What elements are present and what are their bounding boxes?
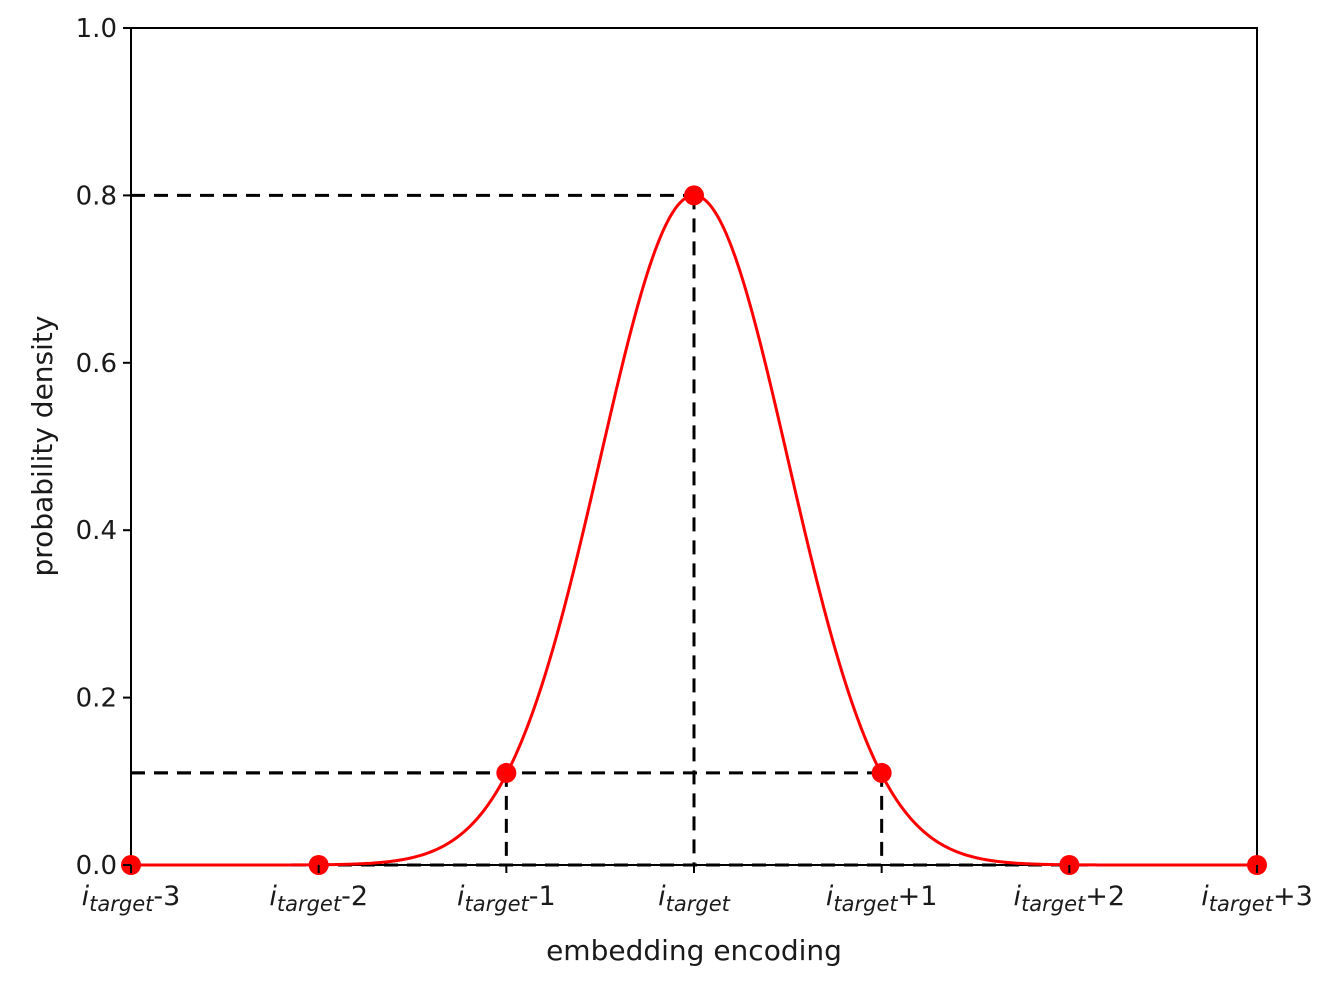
y-axis-ticks: 0.0 0.2 0.4 0.6 0.8 1.0 <box>76 14 131 881</box>
x-tick-label: itarget-1 <box>457 881 556 916</box>
y-tick-label: 0.6 <box>76 349 117 379</box>
y-axis-label: probability density <box>26 316 59 577</box>
x-tick-label: itarget+3 <box>1201 881 1313 916</box>
x-tick-label: itarget+2 <box>1014 881 1126 916</box>
data-point <box>871 762 892 783</box>
y-tick-label: 0.4 <box>76 516 117 546</box>
x-tick-label: itarget-3 <box>82 881 181 916</box>
data-point <box>496 762 517 783</box>
plot-frame <box>130 27 1258 866</box>
y-tick-label: 0.2 <box>76 684 117 714</box>
x-axis-label: embedding encoding <box>546 934 842 967</box>
x-axis-ticks: itarget-3 itarget-2 itarget-1 itarget itarge… <box>82 865 1313 916</box>
reference-lines <box>131 193 1257 867</box>
x-tick-label: itarget <box>658 881 731 916</box>
y-tick-label: 0.0 <box>76 851 117 881</box>
y-tick-label: 1.0 <box>76 14 117 44</box>
x-tick-label: itarget-2 <box>269 881 368 916</box>
y-tick-label: 0.8 <box>76 181 117 211</box>
x-tick-label: itarget+1 <box>826 881 938 916</box>
data-point <box>684 185 704 206</box>
